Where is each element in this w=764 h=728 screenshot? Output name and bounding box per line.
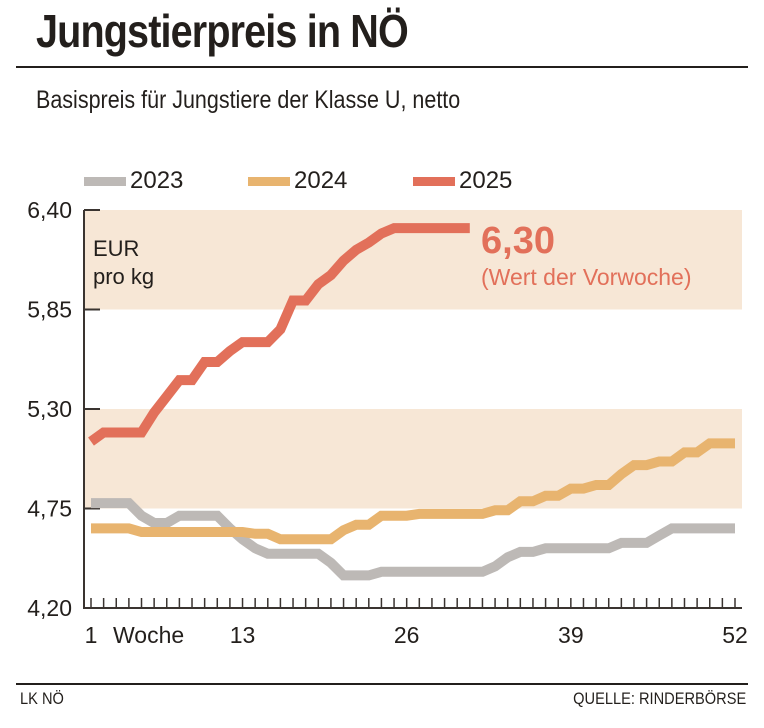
legend-label-2025: 2025 xyxy=(459,167,513,194)
legend-swatch-2024 xyxy=(248,177,290,186)
legend-label-2024: 2024 xyxy=(294,167,348,194)
y-axis-label-line-1: pro kg xyxy=(93,264,154,289)
y-tick-label-4: 6,40 xyxy=(27,197,72,223)
annotation-note: (Wert der Vorwoche) xyxy=(481,264,691,290)
x-tick-label-1: 13 xyxy=(230,622,256,648)
x-axis-label: Woche xyxy=(113,622,184,648)
x-tick-label-0: 1 xyxy=(85,622,98,648)
legend-label-2023: 2023 xyxy=(130,167,184,194)
legend-swatch-2025 xyxy=(413,177,455,186)
annotation-value: 6,30 xyxy=(481,220,555,262)
series-line-2024 xyxy=(91,438,735,545)
x-tick-label-3: 39 xyxy=(558,622,584,648)
footer-source: QUELLE: RINDERBÖRSE xyxy=(572,689,746,708)
y-tick-label-1: 4,75 xyxy=(27,496,72,522)
chart-title: Jungstierpreis in NÖ xyxy=(36,5,409,57)
line-chart: 4,20 4,75 5,30 5,85 6,40 1 13 26 39 52 Woche EUR pro… xyxy=(27,197,748,648)
chart-subtitle: Basispreis für Jungstiere der Klasse U, … xyxy=(36,86,461,114)
title-divider xyxy=(16,66,748,68)
legend-swatch-2023 xyxy=(84,177,126,186)
series-line-2025 xyxy=(88,223,470,446)
y-tick-label-0: 4,20 xyxy=(27,595,72,621)
y-tick-label-3: 5,85 xyxy=(27,297,72,323)
series-line-2023 xyxy=(91,498,735,581)
y-tick-label-2: 5,30 xyxy=(27,396,72,422)
x-tick-label-2: 26 xyxy=(394,622,420,648)
shaded-band-0 xyxy=(84,409,742,509)
y-axis-label-line-0: EUR xyxy=(93,236,139,261)
footer-publisher: LK NÖ xyxy=(20,689,64,708)
footer-divider xyxy=(16,683,748,685)
x-tick-label-4: 52 xyxy=(722,622,748,648)
